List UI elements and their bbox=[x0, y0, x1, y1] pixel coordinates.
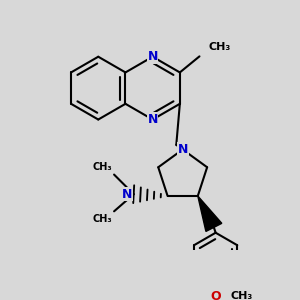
Text: CH₃: CH₃ bbox=[231, 291, 253, 300]
Text: O: O bbox=[210, 290, 221, 300]
Text: N: N bbox=[148, 50, 158, 63]
Text: CH₃: CH₃ bbox=[93, 214, 112, 224]
Text: N: N bbox=[122, 188, 132, 201]
Polygon shape bbox=[198, 196, 222, 231]
Text: CH₃: CH₃ bbox=[93, 162, 112, 172]
Text: CH₃: CH₃ bbox=[208, 42, 231, 52]
Text: N: N bbox=[148, 113, 158, 126]
Text: N: N bbox=[178, 143, 188, 156]
